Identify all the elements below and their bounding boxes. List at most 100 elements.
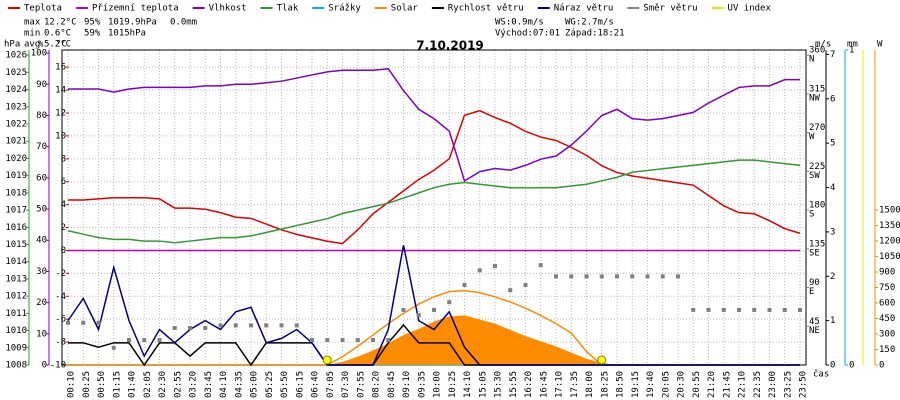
y-tick-label: 4 (61, 200, 66, 210)
y-tick-label: 5 (830, 139, 835, 149)
x-tick-label: 01:15 (112, 371, 122, 398)
y-tick-label: 100 (31, 49, 47, 59)
direction-point (127, 338, 131, 343)
y-tick-label: 300 (879, 329, 895, 339)
x-tick-label: 08:45 (387, 371, 397, 398)
compass-label: NE (809, 326, 820, 336)
x-tick-label: 18:25 (600, 371, 610, 398)
stat-value: 12.2°C (44, 18, 77, 28)
x-tick-label: 19:15 (631, 371, 641, 398)
x-tick-label: 10:25 (448, 371, 458, 398)
direction-point (203, 325, 208, 330)
direction-point (584, 274, 589, 279)
legend-label: Teplota (24, 4, 62, 14)
stat-value: 5.2°C (44, 40, 71, 50)
direction-point (630, 274, 635, 279)
y-tick-label: 1024 (5, 85, 27, 95)
direction-point (172, 325, 177, 330)
x-tick-label: 18:50 (616, 371, 626, 398)
y-tick-label: -6 (55, 315, 66, 325)
solar-area (68, 315, 800, 365)
x-tick-label: 10:00 (433, 371, 443, 398)
direction-point (462, 282, 467, 287)
y-tick-label: 1013 (5, 274, 27, 284)
y-tick-label: 1350 (879, 221, 900, 231)
direction-point (447, 300, 452, 305)
stat-value: 0.0mm (170, 18, 197, 28)
direction-point (233, 323, 238, 328)
direction-point (752, 307, 757, 312)
x-tick-label: 16:45 (539, 371, 549, 398)
y-tick-label: 7 (830, 50, 835, 60)
compass-label: SW (809, 171, 820, 181)
direction-point (386, 338, 391, 343)
x-tick-label: 21:20 (707, 371, 717, 398)
direction-point (96, 320, 101, 325)
y-tick-label: 90 (809, 278, 820, 288)
axis-unit: °C (56, 40, 67, 50)
x-tick-label: 07:55 (356, 371, 366, 398)
y-tick-label: 12 (55, 109, 66, 119)
x-tick-label: 20:30 (677, 371, 687, 398)
direction-point (81, 320, 86, 325)
x-tick-label: 09:35 (417, 371, 427, 398)
y-tick-label: 225 (809, 162, 825, 172)
y-tick-label: 135 (809, 239, 825, 249)
y-tick-label: 0 (830, 361, 835, 371)
y-tick-label: 1050 (879, 252, 900, 262)
y-tick-label: 360 (809, 46, 825, 56)
y-tick-label: 0 (849, 361, 854, 371)
y-tick-label: 10 (55, 131, 66, 141)
direction-point (432, 307, 436, 312)
direction-point (416, 313, 421, 318)
y-tick-label: 750 (879, 283, 895, 293)
compass-label: SE (809, 248, 820, 258)
y-tick-label: 6 (61, 177, 66, 187)
y-tick-label: 1020 (5, 154, 27, 164)
legend-label: Náraz větru (554, 4, 614, 14)
x-tick-label: 18:00 (585, 371, 595, 398)
info-text: Východ:07:01 (495, 29, 560, 39)
stat-label: max (24, 18, 41, 28)
series-line (68, 109, 801, 245)
y-tick-label: 1018 (5, 188, 27, 198)
x-tick-label: 06:15 (295, 371, 305, 398)
x-tick-label: 03:20 (189, 371, 199, 398)
compass-label: S (809, 210, 814, 220)
axis-unit: % (38, 40, 44, 50)
y-tick-label: 1015 (5, 240, 27, 250)
direction-point (615, 274, 619, 279)
y-tick-label: 30 (36, 267, 47, 277)
y-tick-label: 1014 (5, 257, 27, 267)
y-tick-label: 14 (55, 86, 66, 96)
x-tick-label: 14:10 (463, 371, 473, 398)
y-tick-label: 70 (36, 142, 47, 152)
y-tick-label: 1016 (5, 223, 27, 233)
y-tick-label: 1008 (5, 361, 27, 371)
y-tick-label: 1011 (5, 309, 27, 319)
direction-point (325, 338, 330, 343)
x-tick-label: 23:50 (799, 371, 809, 398)
x-tick-label: 08:20 (372, 371, 382, 398)
direction-point (782, 307, 787, 312)
y-tick-label: 45 (809, 317, 820, 327)
direction-point (477, 268, 482, 273)
info-text: WG:2.7m/s (565, 18, 614, 28)
legend-label: Přízemní teplota (92, 4, 179, 14)
direction-point (310, 338, 314, 343)
y-tick-label: 40 (36, 236, 47, 246)
y-tick-label: 80 (36, 111, 47, 121)
stat-label: min (24, 29, 40, 39)
info-text: Západ:18:21 (565, 29, 625, 39)
y-tick-label: 1017 (5, 206, 27, 216)
direction-point (355, 338, 360, 343)
legend-label: Solar (391, 4, 419, 14)
x-tick-label: 20:05 (661, 371, 671, 398)
x-tick-label: 20:55 (692, 371, 702, 398)
y-tick-label: 0 (879, 361, 884, 371)
y-tick-label: -4 (55, 292, 66, 302)
x-tick-label: 05:25 (265, 371, 275, 398)
legend-label: Směr větru (643, 4, 697, 14)
direction-point (691, 307, 696, 312)
